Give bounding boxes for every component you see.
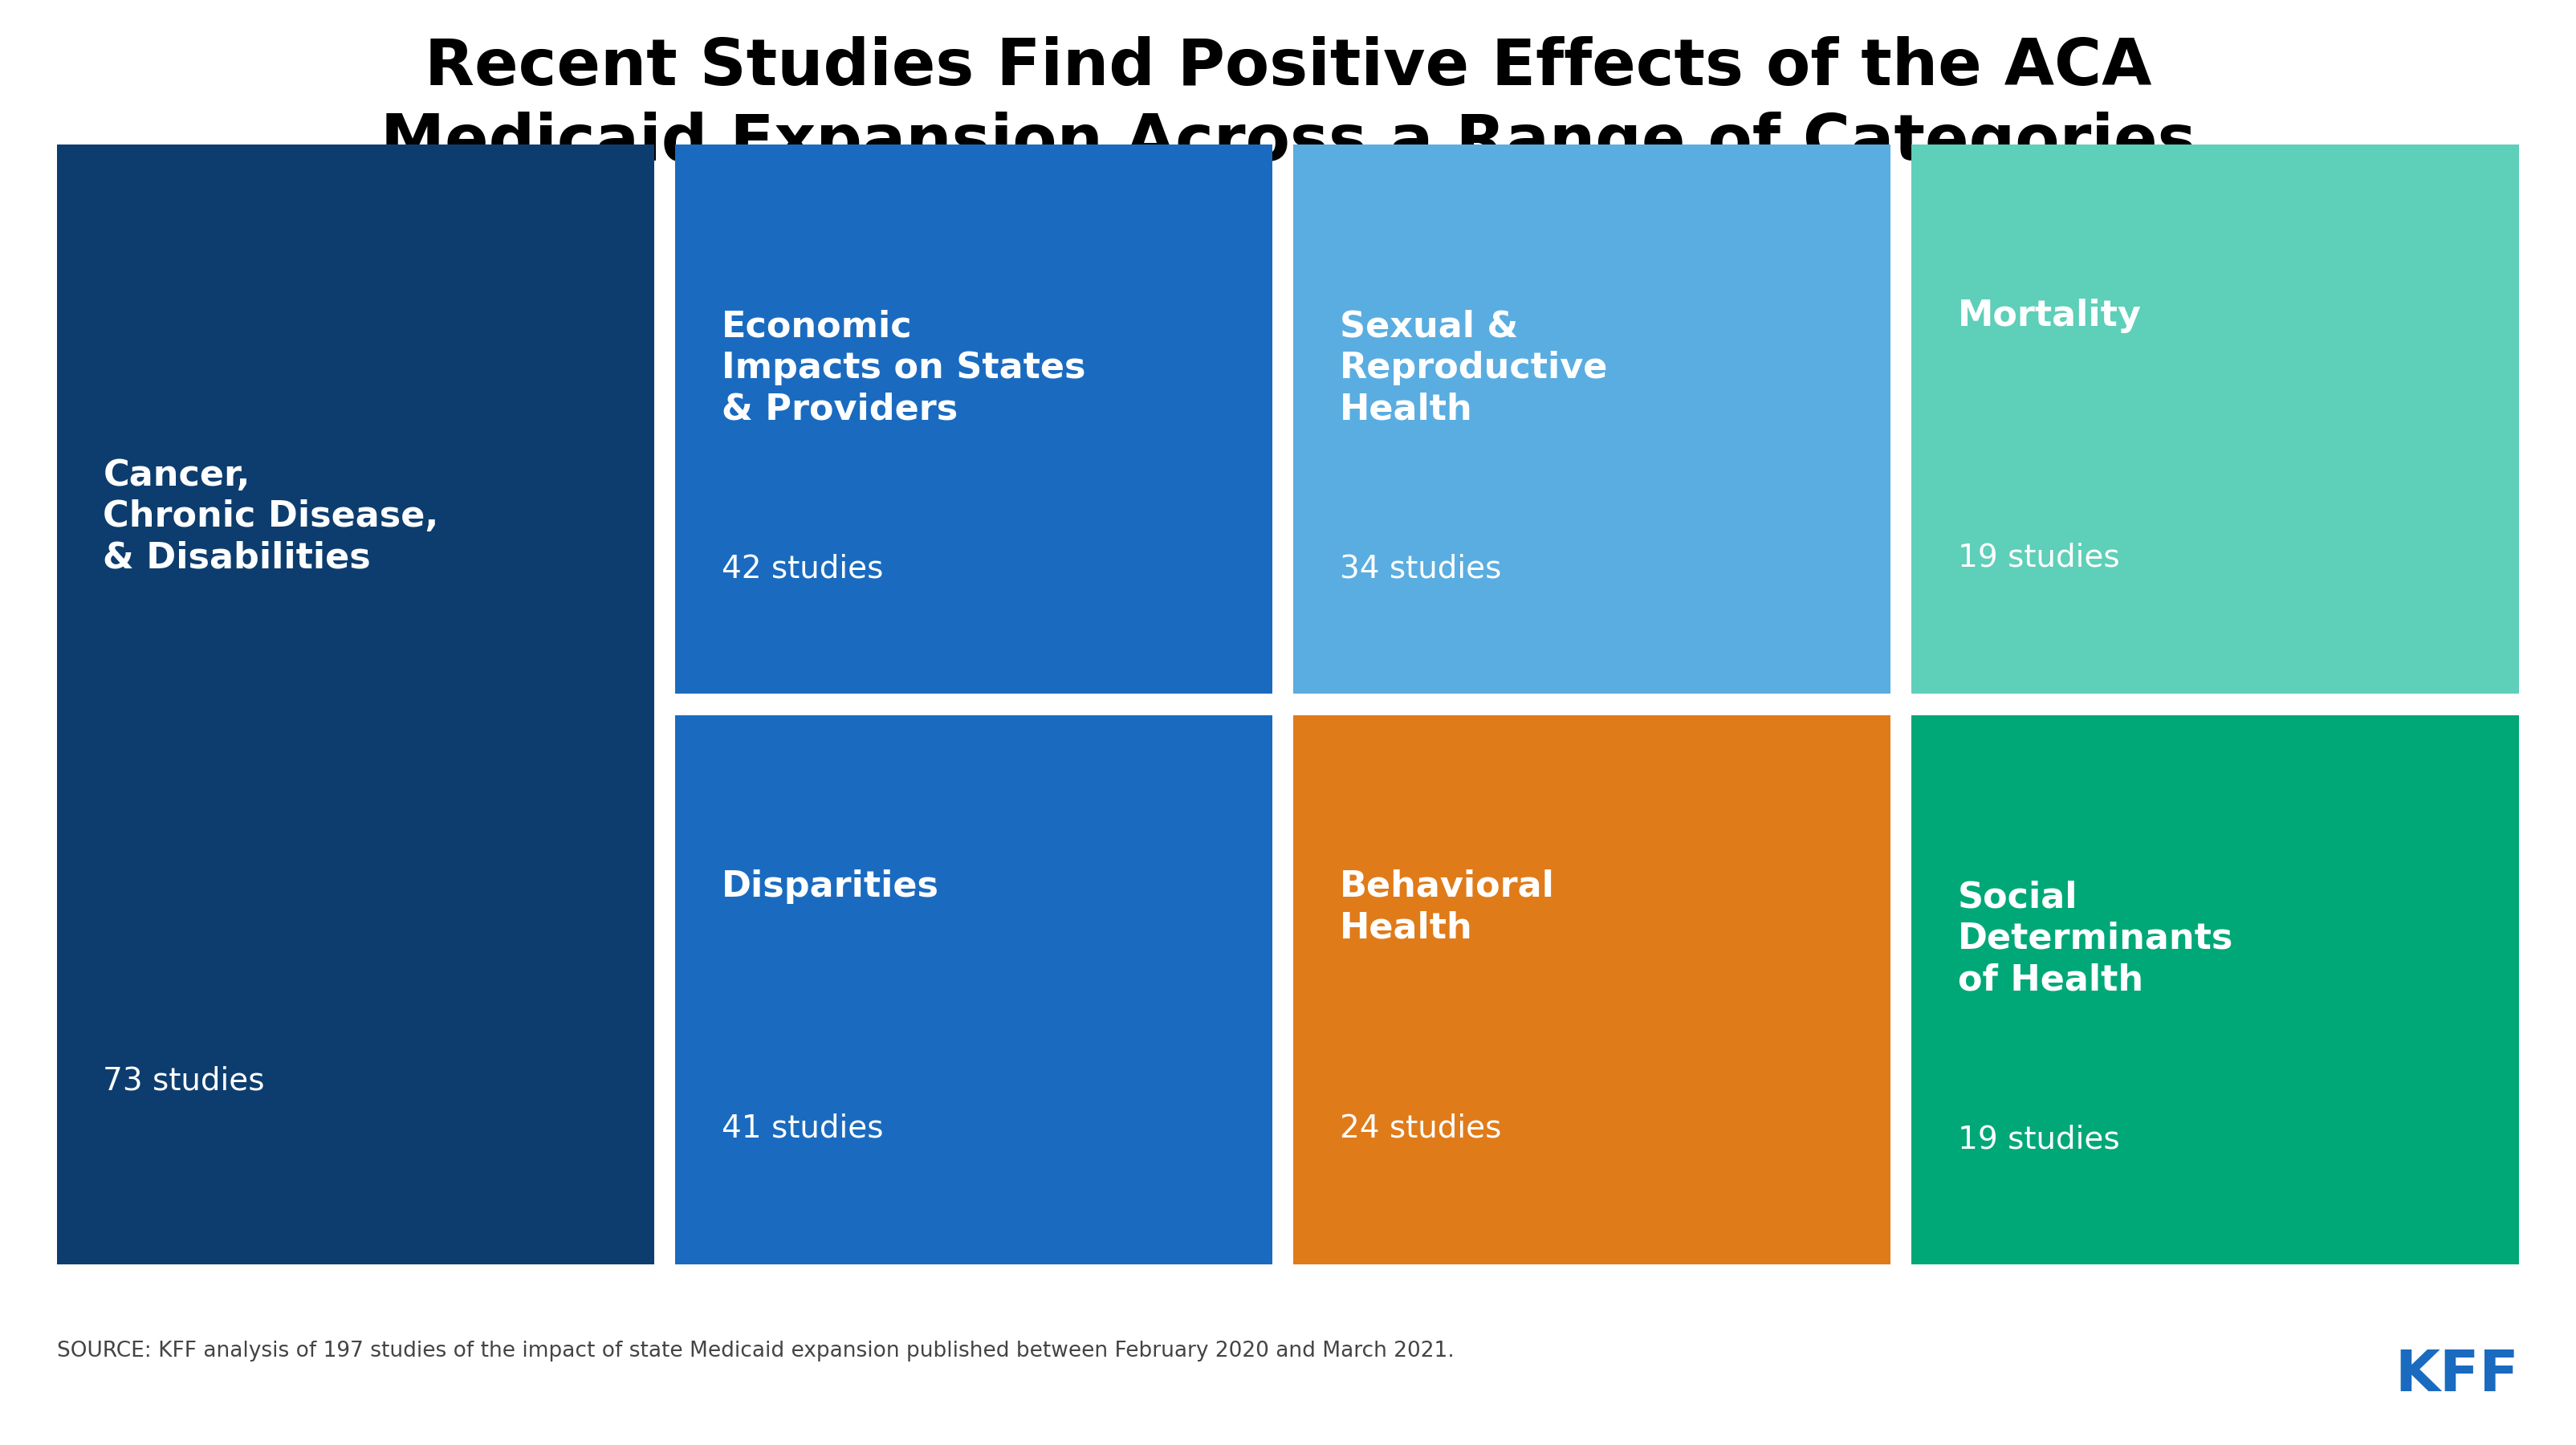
Text: Behavioral
Health: Behavioral Health [1340, 868, 1553, 945]
FancyBboxPatch shape [1911, 715, 2519, 1264]
Text: KFF: KFF [2396, 1348, 2519, 1403]
Text: 41 studies: 41 studies [721, 1113, 884, 1143]
FancyBboxPatch shape [57, 144, 654, 1264]
FancyBboxPatch shape [1293, 144, 1891, 694]
Text: Disparities: Disparities [721, 868, 938, 903]
Text: 42 studies: 42 studies [721, 553, 884, 584]
Text: 24 studies: 24 studies [1340, 1113, 1502, 1143]
Text: Sexual &
Reproductive
Health: Sexual & Reproductive Health [1340, 309, 1607, 426]
FancyBboxPatch shape [675, 715, 1273, 1264]
FancyBboxPatch shape [1293, 715, 1891, 1264]
FancyBboxPatch shape [675, 144, 1273, 694]
Text: Economic
Impacts on States
& Providers: Economic Impacts on States & Providers [721, 309, 1084, 426]
Text: Recent Studies Find Positive Effects of the ACA
Medicaid Expansion Across a Rang: Recent Studies Find Positive Effects of … [381, 36, 2195, 173]
Text: 73 studies: 73 studies [103, 1066, 265, 1097]
Text: 19 studies: 19 studies [1958, 542, 2120, 572]
Text: 19 studies: 19 studies [1958, 1124, 2120, 1155]
Text: 34 studies: 34 studies [1340, 553, 1502, 584]
FancyBboxPatch shape [1911, 144, 2519, 694]
Text: SOURCE: KFF analysis of 197 studies of the impact of state Medicaid expansion pu: SOURCE: KFF analysis of 197 studies of t… [57, 1341, 1453, 1361]
Text: Mortality: Mortality [1958, 298, 2141, 332]
Text: Cancer,
Chronic Disease,
& Disabilities: Cancer, Chronic Disease, & Disabilities [103, 458, 438, 575]
Text: Social
Determinants
of Health: Social Determinants of Health [1958, 880, 2233, 997]
